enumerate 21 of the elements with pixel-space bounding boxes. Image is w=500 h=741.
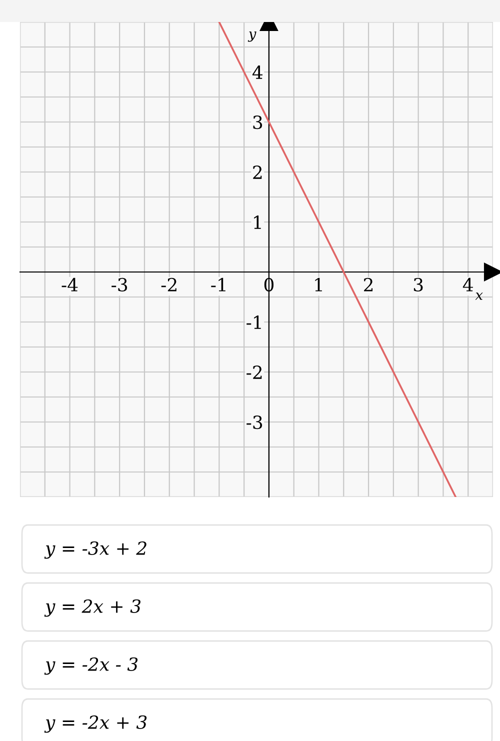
x-axis-title: x — [475, 292, 483, 300]
text: y = -2x + 3 — [44, 715, 147, 733]
x-tick-label: 1 — [315, 278, 322, 292]
x-tick-label: 4 — [462, 278, 473, 292]
y-tick-label: -3 — [246, 415, 262, 430]
text: y = -3x + 2 — [44, 541, 146, 559]
y-tick-label: 2 — [253, 165, 262, 179]
y-tick-label: 4 — [252, 65, 262, 79]
y-tick-label: 1 — [254, 215, 261, 229]
y-tick-label: -1 — [246, 315, 261, 329]
x-tick-label: 2 — [364, 278, 372, 292]
x-tick-label: -1 — [211, 278, 226, 292]
x-tick-label: 3 — [414, 278, 423, 292]
x-tick-label: -4 — [62, 278, 78, 292]
x-tick-label: -3 — [112, 278, 128, 292]
y-tick-label: 3 — [253, 115, 262, 130]
text: y = 2x + 3 — [44, 599, 140, 617]
text: y = -2x - 3 — [44, 657, 138, 675]
x-tick-label: -2 — [161, 278, 176, 292]
y-tick-label: -2 — [246, 365, 262, 379]
y-axis-title: y — [248, 31, 256, 42]
